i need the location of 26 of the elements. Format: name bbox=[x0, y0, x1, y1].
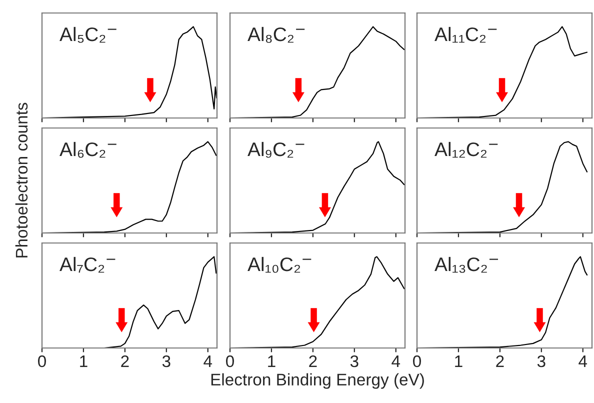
x-tick-label: 3 bbox=[162, 355, 170, 368]
x-tick-label: 2 bbox=[496, 355, 504, 368]
chart-title: Al₆C₂$^{−}$ bbox=[60, 142, 116, 158]
chart-title: Al₁₀C₂$^{−}$ bbox=[248, 256, 312, 273]
x-tick-label: 3 bbox=[537, 355, 546, 368]
chart-title: Al₉C₂$^{−}$ bbox=[248, 142, 304, 158]
y-axis-title: Photoelectron counts bbox=[15, 102, 28, 258]
chart-title: Al₁₁C₂$^{−}$ bbox=[434, 26, 497, 43]
x-tick-label: 2 bbox=[121, 355, 129, 368]
x-tick-label: 4 bbox=[578, 356, 588, 368]
x-tick-label: 2 bbox=[309, 355, 317, 368]
x-tick-label: 3 bbox=[350, 355, 358, 368]
x-tick-label: 0 bbox=[226, 355, 234, 368]
x-tick-label: 1 bbox=[268, 356, 276, 368]
x-tick-label: 0 bbox=[38, 355, 46, 368]
x-axis-title: Electron Binding Energy (eV) bbox=[211, 373, 424, 389]
x-tick-label: 1 bbox=[455, 356, 462, 368]
chart-title: Al₁₂C₂$^{−}$ bbox=[434, 142, 498, 158]
x-tick-label: 4 bbox=[392, 356, 400, 368]
chart-title: Al₇C₂$^{−}$ bbox=[60, 256, 116, 273]
x-tick-label: 1 bbox=[80, 356, 88, 368]
x-tick-label: 0 bbox=[413, 355, 421, 368]
chart-title: Al₅C₂$^{−}$ bbox=[60, 26, 116, 43]
chart-title: Al₁₃C₂$^{−}$ bbox=[434, 256, 498, 273]
x-tick-label: 4 bbox=[204, 356, 212, 368]
chart-title: Al₈C₂$^{−}$ bbox=[248, 26, 305, 43]
